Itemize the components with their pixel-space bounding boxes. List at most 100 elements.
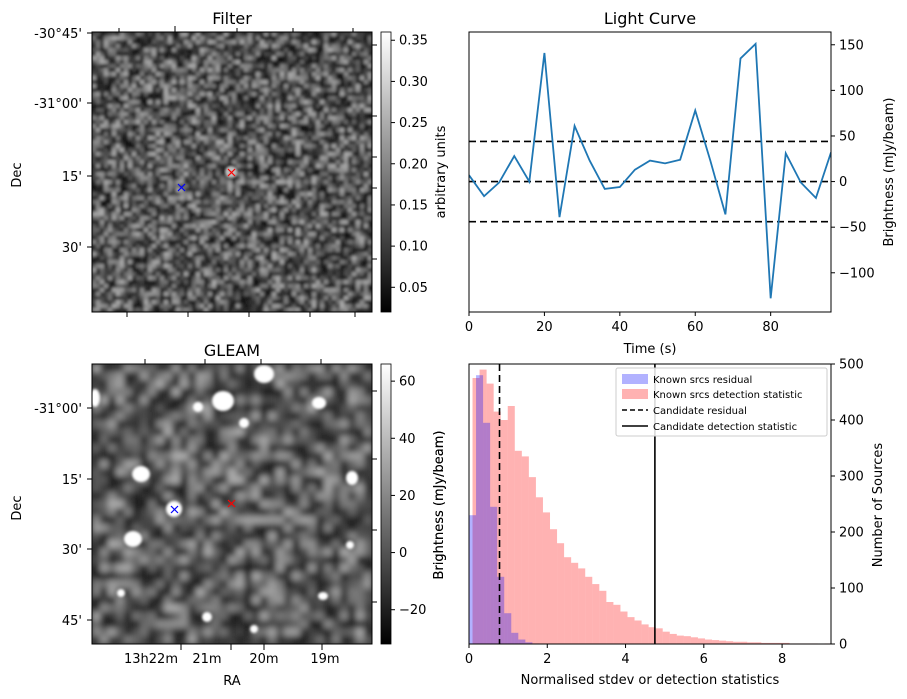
- gleam-ra-tick: 21m: [192, 652, 221, 667]
- histogram-xlabel: Normalised stdev or detection statistics: [521, 673, 780, 688]
- y-tick-label: 200: [839, 526, 864, 541]
- y-tick-label: 0: [839, 175, 847, 190]
- histogram-panel: 0 2 4 6 8 0 100 200 300 400 500 Normalised stdev …: [432, 358, 886, 689]
- colorbar-tick-label: 40: [399, 432, 416, 447]
- gleam-sources: [92, 365, 358, 633]
- gleam-dec-tick: -31°00': [34, 402, 82, 417]
- histogram-bar: [669, 633, 677, 644]
- filter-dec-tick: -31°00': [34, 97, 82, 112]
- histogram-bar: [585, 576, 593, 644]
- filter-frame: [91, 31, 373, 313]
- gleam-ticks: [87, 359, 377, 650]
- x-tick-label: 2: [543, 652, 551, 667]
- y-tick-label: 100: [839, 582, 864, 597]
- y-tick-label: 100: [839, 84, 864, 99]
- histogram-bar: [662, 631, 670, 644]
- filter-dec-tick: 30': [62, 241, 82, 256]
- y-tick-label: 500: [839, 358, 864, 373]
- x-tick-label: 80: [762, 320, 779, 335]
- histogram-bar: [521, 456, 529, 644]
- histogram-bar: [514, 450, 522, 644]
- histogram-bar: [655, 628, 663, 644]
- histogram-bar: [697, 638, 705, 644]
- light-curve-series-line: [469, 41, 831, 299]
- y-tick-label: 300: [839, 470, 864, 485]
- legend-label: Known srcs residual: [653, 375, 752, 386]
- colorbar-tick-label: 0: [399, 546, 407, 561]
- gleam-dec-tick: 15': [62, 473, 82, 488]
- gleam-marker-blue: [170, 505, 179, 514]
- y-tick-label: 50: [839, 129, 856, 144]
- gleam-ra-tick: 13h22m: [124, 652, 178, 667]
- x-tick-label: 8: [778, 652, 786, 667]
- y-tick-label: −50: [839, 221, 866, 236]
- x-tick-label: 0: [465, 320, 473, 335]
- histogram-bar: [507, 406, 515, 644]
- histogram-bar: [740, 641, 748, 644]
- histogram-bar: [578, 568, 586, 644]
- histogram-bar: [564, 557, 572, 644]
- colorbar-tick-label: 60: [399, 375, 416, 390]
- gleam-ylabel: Dec: [10, 495, 25, 520]
- colorbar-tick-label: 0.10: [399, 240, 428, 255]
- colorbar-tick-label: 0.35: [399, 34, 428, 49]
- colorbar-tick-label: 0.25: [399, 116, 428, 131]
- y-tick-label: 150: [839, 38, 864, 53]
- histogram-bar: [483, 422, 491, 644]
- histogram-y-ticks: 0 100 200 300 400 500: [831, 358, 864, 653]
- histogram-bar: [768, 642, 776, 644]
- filter-ylabel: Dec: [10, 162, 25, 187]
- legend-label: Candidate residual: [653, 406, 747, 417]
- histogram-bar: [550, 529, 558, 644]
- light-curve-x-ticks: 0 20 40 60 80: [465, 312, 779, 335]
- histogram-bar: [620, 611, 628, 644]
- histogram-bar: [511, 632, 519, 644]
- histogram-bar: [535, 497, 543, 644]
- histogram-x-ticks: 0 2 4 6 8: [465, 644, 786, 667]
- histogram-bar: [518, 639, 526, 644]
- light-curve-frame: [468, 31, 832, 313]
- histogram-bar: [712, 640, 720, 644]
- light-curve-panel: Light Curve 0 20 40 60 80 −100 −50 0 50 100 150 T…: [465, 9, 897, 357]
- colorbar-tick-label: 0.20: [399, 157, 428, 172]
- histogram-bar: [754, 642, 762, 644]
- histogram-bar: [497, 576, 505, 644]
- histogram-bar: [719, 640, 727, 644]
- gleam-image: [92, 364, 372, 644]
- histogram-bar: [690, 637, 698, 644]
- light-curve-ylabel: Brightness (mJy/beam): [882, 98, 897, 247]
- light-curve-thresholds: [469, 140, 831, 223]
- histogram-bar: [486, 383, 494, 644]
- gleam-colorbar-ticks: −20 0 20 40 60: [391, 375, 426, 618]
- y-tick-label: −100: [839, 266, 875, 281]
- x-tick-label: 0: [465, 652, 473, 667]
- histogram-bar: [571, 562, 579, 644]
- colorbar-tick-label: −20: [399, 603, 426, 618]
- histogram-bar: [761, 642, 769, 644]
- colorbar-tick-label: 0.30: [399, 75, 428, 90]
- gleam-colorbar-label: Brightness (mJy/beam): [432, 431, 447, 580]
- gleam-dec-tick: 45': [62, 614, 82, 629]
- legend-label: Known srcs detection statistic: [653, 390, 802, 401]
- histogram-left-ylabel: Brightness (mJy/beam): [432, 431, 447, 580]
- y-tick-label: 400: [839, 414, 864, 429]
- gleam-panel: GLEAM: [10, 341, 447, 689]
- x-tick-label: 40: [612, 320, 629, 335]
- histogram-bar: [500, 420, 508, 644]
- filter-title: Filter: [212, 9, 252, 28]
- gleam-ra-tick: 19m: [310, 652, 339, 667]
- legend-label: Candidate detection statistic: [653, 422, 797, 433]
- filter-panel: Filter -30°45' -31°00': [10, 9, 449, 317]
- light-curve-xlabel: Time (s): [623, 342, 677, 357]
- histogram-bar: [747, 642, 755, 644]
- gleam-frame: [91, 363, 373, 645]
- gleam-colorbar: [380, 363, 392, 645]
- gleam-dec-ticks: -31°00' 15' 30' 45': [34, 402, 82, 629]
- gleam-xlabel: RA: [223, 674, 241, 689]
- histogram-frame: [468, 363, 832, 645]
- histogram-bar: [733, 641, 741, 644]
- filter-colorbar: [380, 31, 392, 313]
- legend-swatch-residual: [622, 374, 648, 384]
- histogram-bar: [504, 613, 512, 644]
